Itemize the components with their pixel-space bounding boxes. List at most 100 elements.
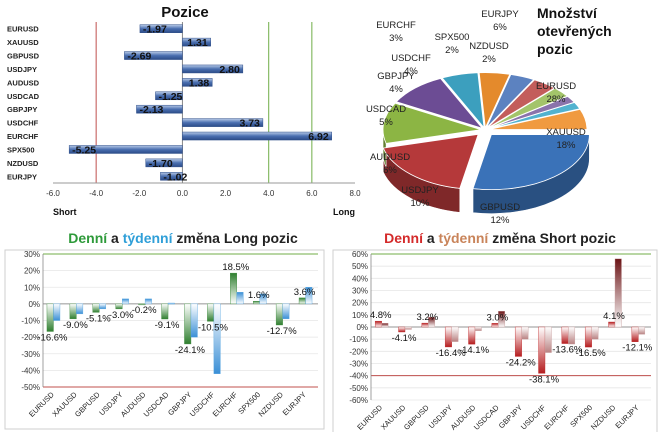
y-tick-label: 30% bbox=[24, 250, 40, 259]
pie-slice-name: GBPJPY bbox=[377, 71, 415, 82]
category-label: EURJPY bbox=[281, 390, 308, 417]
y-tick-label: -40% bbox=[349, 372, 368, 381]
pie-slice-percent: 6% bbox=[493, 22, 507, 33]
y-tick-label: -50% bbox=[349, 384, 368, 393]
y-tick-label: 20% bbox=[24, 267, 40, 276]
change-bar bbox=[275, 303, 283, 326]
category-label: GBPUSD bbox=[402, 403, 431, 432]
change-bar bbox=[282, 303, 290, 320]
pie-slice bbox=[488, 108, 588, 130]
data-label: -24.1% bbox=[175, 345, 206, 356]
position-bar bbox=[155, 91, 183, 101]
y-tick-label: -40% bbox=[21, 366, 40, 375]
change-bar bbox=[69, 303, 77, 320]
title-part: změna Short pozic bbox=[488, 230, 616, 246]
change-bar bbox=[584, 326, 592, 348]
data-label: -5.1% bbox=[86, 313, 111, 324]
x-tick-label: -2.0 bbox=[132, 189, 146, 198]
pie-slice bbox=[487, 79, 556, 129]
change-bar bbox=[468, 326, 476, 345]
y-tick-label: 20% bbox=[352, 299, 368, 308]
change-bar bbox=[53, 303, 61, 321]
pie-slice-name: AUDUSD bbox=[370, 152, 410, 163]
change-bar bbox=[381, 323, 389, 328]
pie-slice bbox=[487, 87, 569, 129]
value-label: -1.70 bbox=[149, 158, 173, 170]
value-label: 6.92 bbox=[308, 131, 329, 143]
change-bar bbox=[514, 326, 522, 357]
pie-title-line2: otevřených bbox=[537, 23, 612, 39]
change-bar bbox=[421, 322, 429, 328]
pie-title-line3: pozic bbox=[537, 41, 573, 57]
pie-slice-percent: 28% bbox=[546, 94, 566, 105]
x-tick-label: -4.0 bbox=[89, 189, 103, 198]
change-bar bbox=[138, 303, 146, 306]
y-tick-label: 50% bbox=[352, 262, 368, 271]
value-label: -2.69 bbox=[127, 51, 151, 63]
positions-title: Pozice bbox=[161, 4, 209, 21]
title-part: týdenní bbox=[123, 230, 174, 246]
long-change-title: Denní a týdenní změna Long pozic bbox=[68, 230, 298, 246]
pie-slice-name: NZDUSD bbox=[469, 41, 509, 52]
change-bar bbox=[236, 292, 244, 305]
value-label: -1.97 bbox=[143, 24, 167, 36]
change-bar bbox=[298, 297, 306, 305]
long-axis-label: Long bbox=[333, 207, 355, 217]
y-tick-label: 0% bbox=[356, 323, 368, 332]
pie-slice-percent: 18% bbox=[556, 140, 576, 151]
category-label: EURCHF bbox=[211, 390, 240, 419]
value-label: 3.73 bbox=[239, 118, 260, 130]
position-bar bbox=[139, 24, 183, 33]
pie-slice-name: EURCHF bbox=[376, 20, 416, 31]
change-bar bbox=[99, 303, 106, 310]
data-label: -9.1% bbox=[155, 320, 180, 331]
change-bar bbox=[190, 303, 198, 338]
pie-slice-percent: 6% bbox=[383, 165, 397, 176]
data-label: 4.1% bbox=[603, 311, 625, 322]
category-label: SPX500 bbox=[7, 145, 35, 154]
position-bar bbox=[182, 37, 211, 47]
change-bar bbox=[398, 326, 406, 333]
y-tick-label: -60% bbox=[349, 396, 368, 405]
y-tick-label: -30% bbox=[349, 360, 368, 369]
change-bar bbox=[259, 293, 267, 305]
change-bar bbox=[451, 326, 459, 342]
category-label: NZDUSD bbox=[7, 159, 39, 168]
change-bar bbox=[213, 303, 221, 374]
pie-slice-percent: 3% bbox=[389, 33, 403, 44]
change-bar bbox=[631, 326, 639, 342]
pie-slice bbox=[488, 102, 581, 130]
pie-slice-percent: 4% bbox=[389, 84, 403, 95]
title-part: týdenní bbox=[439, 230, 490, 246]
data-label: -3.0% bbox=[109, 310, 134, 321]
change-bar bbox=[538, 326, 546, 374]
pie-slice-name: USDJPY bbox=[401, 185, 439, 196]
change-bar bbox=[374, 320, 382, 328]
category-label: GBPUSD bbox=[7, 52, 40, 61]
title-part: Denní bbox=[68, 230, 108, 246]
pie-slice bbox=[486, 74, 535, 129]
data-label: -4.1% bbox=[392, 333, 417, 344]
data-label: -10.5% bbox=[198, 322, 229, 333]
pie-slice bbox=[478, 72, 511, 130]
y-tick-label: 40% bbox=[352, 274, 368, 283]
position-bar bbox=[182, 118, 264, 127]
change-bar bbox=[498, 310, 506, 328]
y-tick-label: 30% bbox=[352, 287, 368, 296]
data-label: 3.0% bbox=[487, 312, 509, 323]
y-tick-label: 10% bbox=[352, 311, 368, 320]
category-label: GBPUSD bbox=[73, 390, 102, 419]
change-bar bbox=[608, 321, 616, 328]
value-label: 2.80 bbox=[219, 64, 240, 76]
y-tick-label: -30% bbox=[21, 350, 40, 359]
pie-slice-percent: 4% bbox=[404, 66, 418, 77]
change-bar bbox=[184, 303, 192, 345]
positions-chart: Pozice -6.0 -4.0 -2.0 0.0 2.0 4.0 6.0 8.0 EURUSD… bbox=[7, 4, 361, 217]
change-bar bbox=[92, 303, 100, 313]
change-bar bbox=[161, 303, 169, 320]
short-change-chart: Denní a týdenní změna Short pozic 60% 50%… bbox=[332, 230, 658, 432]
data-label: -9.0% bbox=[63, 320, 88, 331]
y-tick-label: -50% bbox=[21, 383, 40, 392]
change-bar bbox=[122, 298, 129, 305]
